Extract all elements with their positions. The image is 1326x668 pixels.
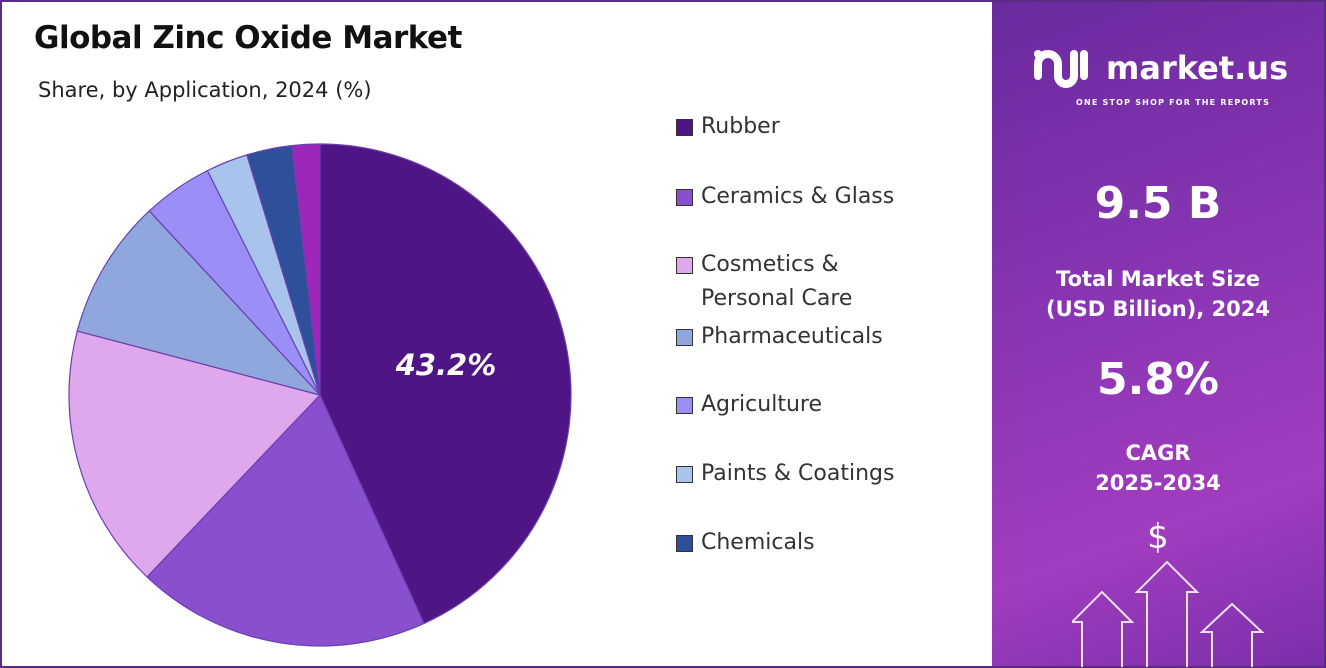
legend-item-ceramics: Ceramics & Glass <box>676 180 976 214</box>
growth-arrows-icon <box>1072 560 1265 667</box>
legend-label: Paints & Coatings <box>701 461 895 486</box>
cagr-label: CAGR <box>1125 441 1191 465</box>
brand-name: market.us <box>1106 49 1289 87</box>
legend-swatch <box>676 329 693 346</box>
market-size-label: Total Market Size <box>1056 267 1260 291</box>
legend-item-rubber: Rubber <box>676 110 976 144</box>
legend-label: Pharmaceuticals <box>701 324 883 349</box>
legend-item-agriculture: Agriculture <box>676 388 976 422</box>
logo-mark-icon <box>1032 46 1096 90</box>
chart-subtitle: Share, by Application, 2024 (%) <box>38 78 372 102</box>
legend-label: Agriculture <box>701 392 822 417</box>
legend-swatch <box>676 535 693 552</box>
legend-swatch <box>676 466 693 483</box>
pie-slice-pharmaceuticals <box>76 210 322 397</box>
pie-slice-other <box>291 143 321 396</box>
legend-swatch <box>676 119 693 136</box>
chart-title: Global Zinc Oxide Market <box>34 20 462 56</box>
legend-swatch <box>676 397 693 414</box>
legend-swatch <box>676 257 693 274</box>
legend-label: Rubber <box>701 114 780 139</box>
pie-slice-cosmetics-personal-care <box>68 330 322 578</box>
market-size-value: 9.5 B <box>1094 178 1222 229</box>
legend-swatch <box>676 189 693 206</box>
cagr-value: 5.8% <box>1096 354 1220 405</box>
legend-label: Ceramics & Glass <box>701 184 895 209</box>
market-size-sublabel: (USD Billion), 2024 <box>1045 297 1271 321</box>
legend-item-cosmetics: Cosmetics & Personal Care <box>676 248 976 316</box>
dollar-icon: $ <box>1147 517 1169 557</box>
legend-label: Chemicals <box>701 530 815 555</box>
legend-label: Cosmetics & Personal Care <box>701 248 852 316</box>
legend-label-line2: Personal Care <box>701 286 853 311</box>
data-label-rubber: 43.2% <box>395 348 497 382</box>
pie-chart: 43.2% <box>68 143 572 647</box>
cagr-period: 2025-2034 <box>1095 471 1221 495</box>
stats-panel: market.us ONE STOP SHOP FOR THE REPORTS … <box>992 2 1324 667</box>
legend-label-line1: Cosmetics & <box>701 252 839 277</box>
brand-tagline: ONE STOP SHOP FOR THE REPORTS <box>1076 98 1271 107</box>
legend-item-pharmaceuticals: Pharmaceuticals <box>676 320 976 354</box>
pie-slice-rubber <box>319 143 572 625</box>
pie-slice-ceramics-glass <box>146 393 425 647</box>
legend-item-chemicals: Chemicals <box>676 526 976 560</box>
legend-item-paints: Paints & Coatings <box>676 457 976 491</box>
brand-logo: market.us <box>1032 46 1288 90</box>
